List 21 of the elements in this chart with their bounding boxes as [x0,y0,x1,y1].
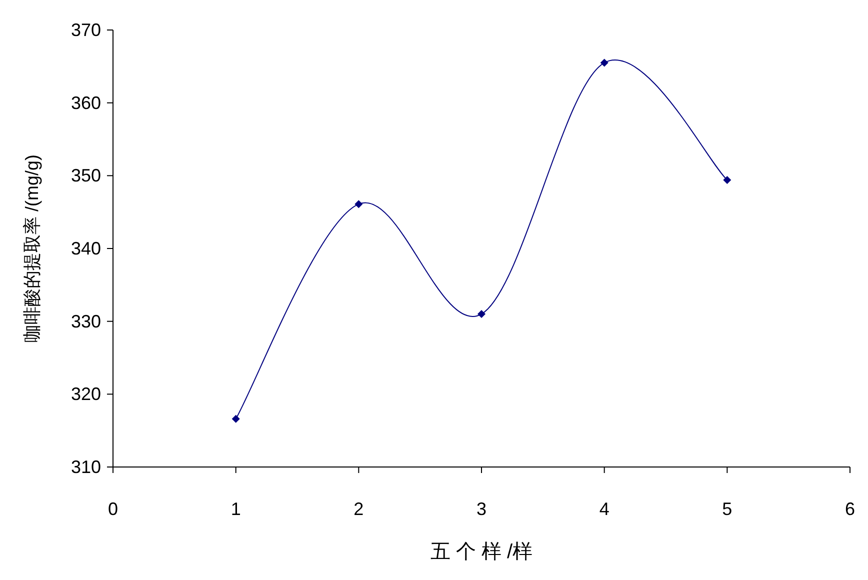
y-tick-label: 320 [70,384,101,404]
point [478,310,486,318]
x-tick-label: 3 [476,499,487,519]
point [232,414,240,423]
point [354,200,363,208]
x-tick-label: 6 [844,499,856,519]
y-tick-label: 310 [70,457,101,477]
y-tick-label: 370 [70,20,101,40]
x-tick-label: 4 [599,499,610,519]
y-tick-label: 350 [70,166,101,186]
x-tick-label: 5 [722,499,732,519]
x-tick-label: 2 [354,499,364,519]
y-tick-label: 360 [70,92,101,113]
y-axis-title: 咖啡酸的提取率 /(mg/g) [22,154,42,343]
y-tick-label: 330 [70,311,101,332]
point [723,176,732,184]
x-tick-label: 0 [108,499,118,519]
x-tick-label: 1 [230,499,241,519]
y-tick-label: 340 [70,238,101,258]
point [600,58,608,67]
x-axis-title: 五 个 样 /样 [430,541,533,563]
